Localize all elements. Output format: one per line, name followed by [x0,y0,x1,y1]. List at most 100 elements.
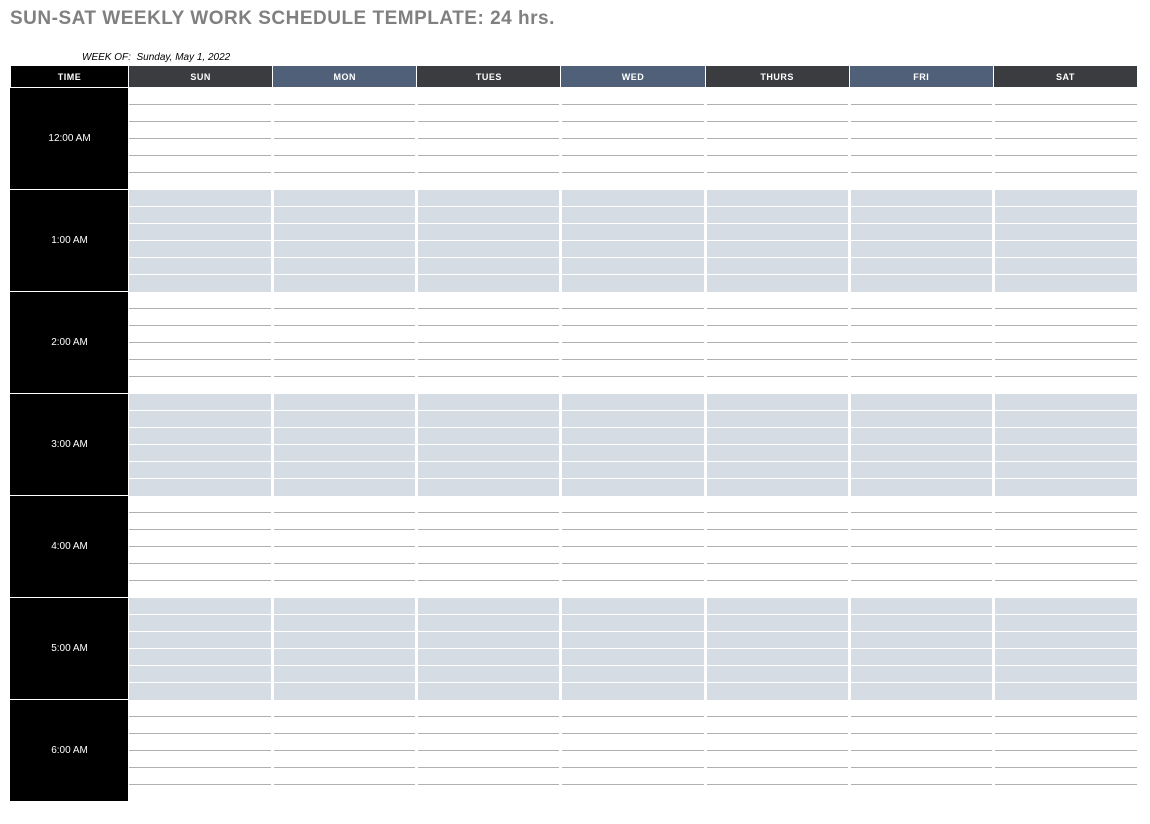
schedule-cell[interactable] [993,377,1137,394]
schedule-cell[interactable] [993,768,1137,785]
schedule-cell[interactable] [561,768,705,785]
schedule-cell[interactable] [705,224,849,241]
schedule-cell[interactable] [273,377,417,394]
schedule-cell[interactable] [129,445,273,462]
schedule-cell[interactable] [273,105,417,122]
schedule-cell[interactable] [273,360,417,377]
schedule-cell[interactable] [273,564,417,581]
schedule-cell[interactable] [129,717,273,734]
schedule-cell[interactable] [129,768,273,785]
schedule-cell[interactable] [561,309,705,326]
schedule-cell[interactable] [129,496,273,513]
schedule-cell[interactable] [417,275,561,292]
schedule-cell[interactable] [561,292,705,309]
schedule-cell[interactable] [417,751,561,768]
schedule-cell[interactable] [273,275,417,292]
schedule-cell[interactable] [993,615,1137,632]
schedule-cell[interactable] [849,734,993,751]
schedule-cell[interactable] [705,700,849,717]
schedule-cell[interactable] [129,598,273,615]
schedule-cell[interactable] [705,343,849,360]
schedule-cell[interactable] [705,683,849,700]
schedule-cell[interactable] [561,717,705,734]
schedule-cell[interactable] [129,275,273,292]
schedule-cell[interactable] [417,683,561,700]
schedule-cell[interactable] [561,207,705,224]
schedule-cell[interactable] [705,207,849,224]
schedule-cell[interactable] [273,88,417,105]
schedule-cell[interactable] [129,564,273,581]
schedule-cell[interactable] [993,105,1137,122]
schedule-cell[interactable] [705,564,849,581]
schedule-cell[interactable] [417,479,561,496]
schedule-cell[interactable] [273,751,417,768]
schedule-cell[interactable] [849,666,993,683]
schedule-cell[interactable] [561,751,705,768]
schedule-cell[interactable] [993,207,1137,224]
schedule-cell[interactable] [417,768,561,785]
schedule-cell[interactable] [993,156,1137,173]
schedule-cell[interactable] [849,547,993,564]
schedule-cell[interactable] [993,734,1137,751]
schedule-cell[interactable] [849,632,993,649]
schedule-cell[interactable] [993,190,1137,207]
schedule-cell[interactable] [561,275,705,292]
schedule-cell[interactable] [273,649,417,666]
schedule-cell[interactable] [561,326,705,343]
schedule-cell[interactable] [417,615,561,632]
schedule-cell[interactable] [129,224,273,241]
schedule-cell[interactable] [417,564,561,581]
schedule-cell[interactable] [993,649,1137,666]
schedule-cell[interactable] [561,615,705,632]
schedule-cell[interactable] [417,700,561,717]
schedule-cell[interactable] [417,377,561,394]
schedule-cell[interactable] [849,598,993,615]
schedule-cell[interactable] [993,224,1137,241]
schedule-cell[interactable] [561,598,705,615]
schedule-cell[interactable] [849,615,993,632]
schedule-cell[interactable] [849,768,993,785]
schedule-cell[interactable] [993,292,1137,309]
schedule-cell[interactable] [417,496,561,513]
schedule-cell[interactable] [561,428,705,445]
schedule-cell[interactable] [273,700,417,717]
schedule-cell[interactable] [705,649,849,666]
schedule-cell[interactable] [273,666,417,683]
schedule-cell[interactable] [273,411,417,428]
schedule-cell[interactable] [273,156,417,173]
schedule-cell[interactable] [129,530,273,547]
schedule-cell[interactable] [849,292,993,309]
schedule-cell[interactable] [273,785,417,802]
schedule-cell[interactable] [849,326,993,343]
schedule-cell[interactable] [273,462,417,479]
schedule-cell[interactable] [273,122,417,139]
schedule-cell[interactable] [129,785,273,802]
schedule-cell[interactable] [417,360,561,377]
schedule-cell[interactable] [993,88,1137,105]
schedule-cell[interactable] [705,513,849,530]
schedule-cell[interactable] [417,105,561,122]
schedule-cell[interactable] [561,258,705,275]
schedule-cell[interactable] [129,173,273,190]
schedule-cell[interactable] [273,428,417,445]
schedule-cell[interactable] [417,156,561,173]
schedule-cell[interactable] [273,513,417,530]
schedule-cell[interactable] [273,292,417,309]
schedule-cell[interactable] [705,411,849,428]
schedule-cell[interactable] [417,343,561,360]
schedule-cell[interactable] [129,581,273,598]
schedule-cell[interactable] [273,683,417,700]
schedule-cell[interactable] [705,309,849,326]
schedule-cell[interactable] [129,683,273,700]
schedule-cell[interactable] [705,768,849,785]
schedule-cell[interactable] [705,377,849,394]
schedule-cell[interactable] [129,343,273,360]
schedule-cell[interactable] [129,292,273,309]
schedule-cell[interactable] [417,581,561,598]
schedule-cell[interactable] [273,717,417,734]
schedule-cell[interactable] [705,394,849,411]
schedule-cell[interactable] [849,445,993,462]
schedule-cell[interactable] [273,190,417,207]
schedule-cell[interactable] [993,326,1137,343]
schedule-cell[interactable] [417,258,561,275]
